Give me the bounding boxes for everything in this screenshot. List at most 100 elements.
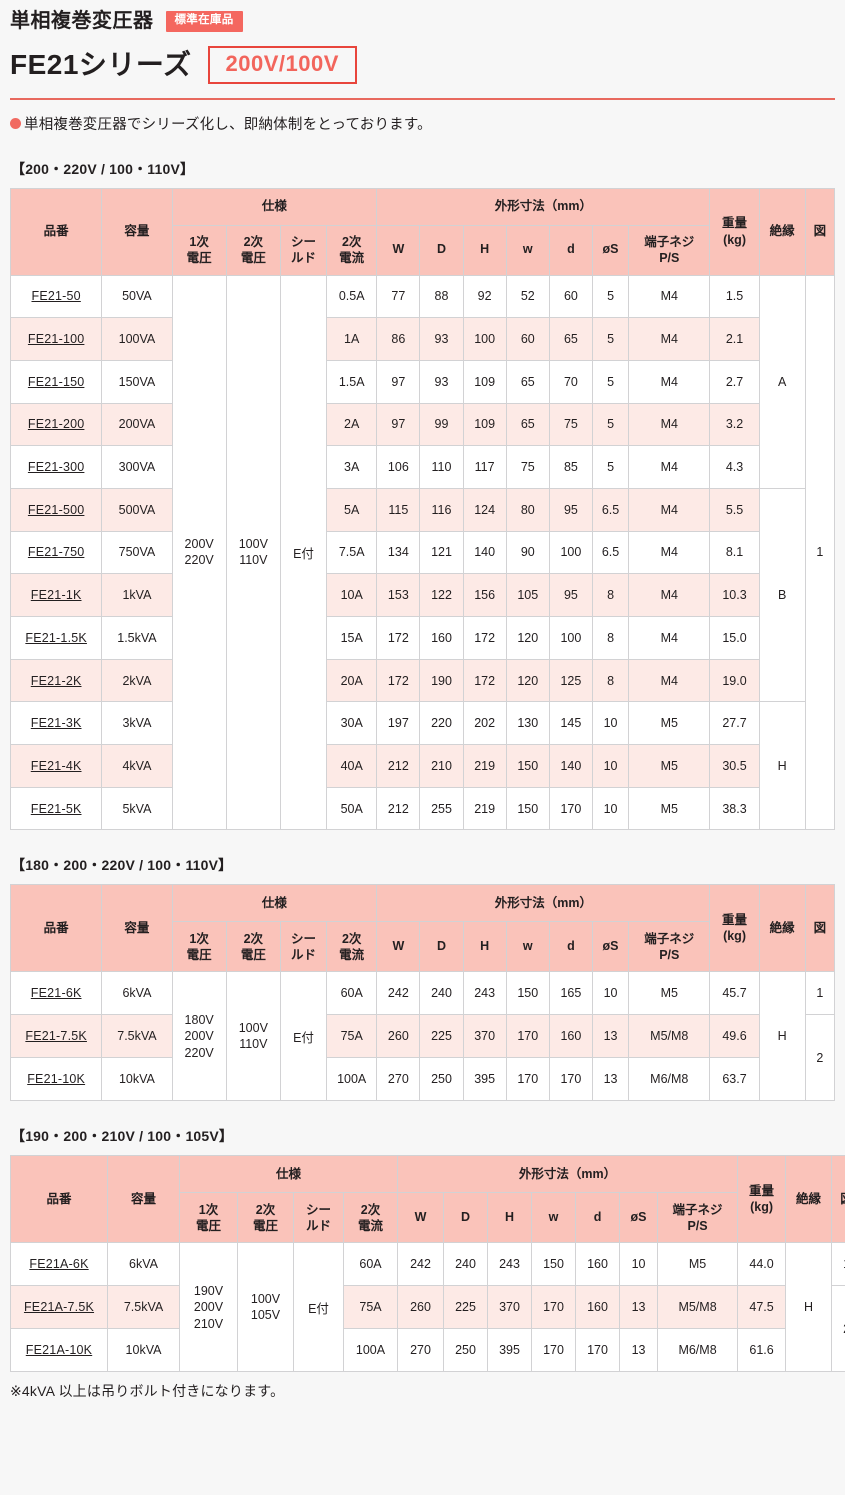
cell-terminal-screw: M5 — [628, 786, 711, 831]
col-header-capacity: 容量 — [107, 1155, 180, 1244]
cell-part-no[interactable]: FE21-5K — [9, 786, 103, 831]
cell-terminal-screw: M5 — [628, 744, 711, 788]
tables-host: 【200・220V / 100・110V】 品番 容量 仕様 外形寸法（mm） 重量 (kg… — [9, 159, 845, 1373]
cell-dim-oS: 10 — [591, 701, 630, 746]
table-row: FE21-3K 3kVA 30A 197 220 202 130 145 10 M5 27.7 H — [9, 701, 835, 831]
col-header-dim-oS: øS — [619, 1192, 659, 1244]
cell-dim-d: 100 — [548, 530, 593, 575]
header-row-group: 品番容量仕様外形寸法（mm）重量(kg)絶縁図 — [9, 884, 836, 973]
cell-dim-d: 170 — [575, 1328, 621, 1373]
voltage-badge: 200V/100V — [207, 45, 357, 84]
cell-dim-oS: 8 — [591, 616, 630, 660]
cell-dim-oS: 6.5 — [591, 487, 630, 532]
cell-terminal-screw: M4 — [628, 317, 711, 361]
cell-capacity: 7.5kVA — [101, 1014, 173, 1059]
header-row-group: 品番容量仕様外形寸法（mm）重量(kg)絶縁図 — [9, 187, 836, 276]
col-header-shield: シー ルド — [279, 921, 328, 973]
cell-dim-oS: 13 — [591, 1014, 630, 1059]
cell-dim-H: 219 — [462, 744, 507, 788]
cell-dim-w: 170 — [531, 1328, 577, 1373]
col-header-dim-w: w — [531, 1192, 577, 1244]
col-header-secondary-voltage: 2次 電圧 — [225, 224, 281, 276]
cell-part-no[interactable]: FE21-7.5K — [9, 1014, 103, 1059]
cell-dim-D: 210 — [419, 744, 464, 788]
cell-part-no[interactable]: FE21-4K — [9, 744, 103, 788]
cell-dim-H: 219 — [462, 786, 507, 831]
cell-part-no[interactable]: FE21-1.5K — [9, 616, 103, 660]
table-row: FE21A-6K 6kVA 190V 200V 210V 100V 105V E付 60A 242… — [10, 1242, 845, 1373]
cell-dim-w: 75 — [505, 445, 550, 489]
cell-dim-w: 80 — [505, 487, 550, 532]
cell-dim-w: 65 — [505, 359, 550, 404]
col-header-capacity: 容量 — [101, 187, 173, 276]
cell-part-no[interactable]: FE21-150 — [9, 359, 103, 404]
col-header-capacity: 容量 — [101, 884, 173, 973]
series-name: FE21シリーズ — [10, 48, 192, 80]
footnote: ※4kVA 以上は吊りボルト付きになります。 — [10, 1383, 285, 1400]
cell-dim-W: 106 — [376, 445, 421, 489]
cell-part-no[interactable]: FE21-500 — [9, 487, 103, 532]
cell-secondary-current: 5A — [326, 487, 378, 532]
cell-dim-w: 150 — [505, 786, 550, 831]
cell-weight: 44.0 — [737, 1242, 787, 1287]
col-header-dimension-group: 外形寸法（mm） — [397, 1155, 739, 1194]
cell-dim-D: 93 — [419, 317, 464, 361]
cell-insulation: H — [758, 701, 806, 831]
cell-primary-voltage: 200V 220V — [171, 274, 227, 831]
cell-part-no[interactable]: FE21-3K — [9, 701, 103, 746]
col-header-shield: シー ルド — [279, 224, 328, 276]
table-row: FE21-5K 5kVA 50A 212 255 219 150 170 10 M5 38.3 — [9, 786, 835, 831]
col-header-dim-H: H — [462, 921, 507, 973]
cell-dim-D: 88 — [419, 274, 464, 319]
cell-part-no[interactable]: FE21-750 — [9, 530, 103, 575]
cell-insulation: H — [758, 971, 806, 1102]
cell-figure: 1 — [804, 971, 836, 1016]
cell-weight: 61.6 — [737, 1328, 787, 1373]
table-row: FE21-1K 1kVA 10A 153 122 156 105 95 8 M4 10.3 — [9, 573, 835, 617]
table-row: FE21-6K 6kVA 180V 200V 220V 100V 110V E付 60A 242 2… — [9, 971, 836, 1102]
cell-dim-D: 99 — [419, 402, 464, 447]
col-header-insulation: 絶縁 — [785, 1155, 833, 1244]
cell-dim-D: 122 — [419, 573, 464, 617]
cell-dim-D: 240 — [443, 1242, 489, 1287]
cell-terminal-screw: M4 — [628, 274, 711, 319]
cell-part-no[interactable]: FE21-200 — [9, 402, 103, 447]
cell-part-no[interactable]: FE21-1K — [9, 573, 103, 617]
cell-dim-W: 242 — [376, 971, 421, 1016]
cell-dim-d: 160 — [575, 1242, 621, 1287]
cell-dim-W: 270 — [376, 1057, 421, 1102]
cell-dim-D: 190 — [419, 658, 464, 703]
bullet-dot-icon — [10, 117, 21, 129]
spec-table: 品番容量仕様外形寸法（mm）重量(kg)絶縁図1次電圧2次電圧シールド2次電流W… — [10, 1155, 845, 1373]
cell-part-no[interactable]: FE21A-7.5K — [10, 1285, 108, 1330]
cell-part-no[interactable]: FE21-100 — [9, 317, 103, 361]
cell-part-no[interactable]: FE21-50 — [9, 274, 103, 319]
cell-terminal-screw: M6/M8 — [657, 1328, 739, 1373]
cell-part-no[interactable]: FE21-6K — [9, 971, 103, 1016]
cell-dim-H: 172 — [462, 616, 507, 660]
cell-part-no[interactable]: FE21-10K — [9, 1057, 103, 1102]
cell-dim-d: 165 — [548, 971, 593, 1016]
cell-capacity: 10kVA — [101, 1057, 173, 1102]
cell-dim-H: 117 — [462, 445, 507, 489]
cell-part-no[interactable]: FE21A-6K — [10, 1242, 108, 1287]
col-header-dim-H: H — [462, 224, 507, 276]
cell-part-no[interactable]: FE21-2K — [9, 658, 103, 703]
status-badge: 標準在庫品 — [165, 11, 243, 32]
cell-part-no[interactable]: FE21-300 — [9, 445, 103, 489]
cell-dim-H: 202 — [462, 701, 507, 746]
cell-dim-oS: 8 — [591, 573, 630, 617]
col-header-insulation: 絶縁 — [758, 187, 806, 276]
col-header-spec-group: 仕様 — [171, 187, 378, 226]
col-header-secondary-current: 2次 電流 — [326, 921, 378, 973]
cell-weight: 2.7 — [709, 359, 760, 404]
cell-weight: 45.7 — [709, 971, 760, 1016]
col-header-dim-w: w — [505, 921, 550, 973]
cell-part-no[interactable]: FE21A-10K — [10, 1328, 108, 1373]
cell-weight: 63.7 — [709, 1057, 760, 1102]
cell-dim-oS: 13 — [619, 1285, 659, 1330]
cell-weight: 30.5 — [709, 744, 760, 788]
cell-capacity: 7.5kVA — [107, 1285, 180, 1330]
